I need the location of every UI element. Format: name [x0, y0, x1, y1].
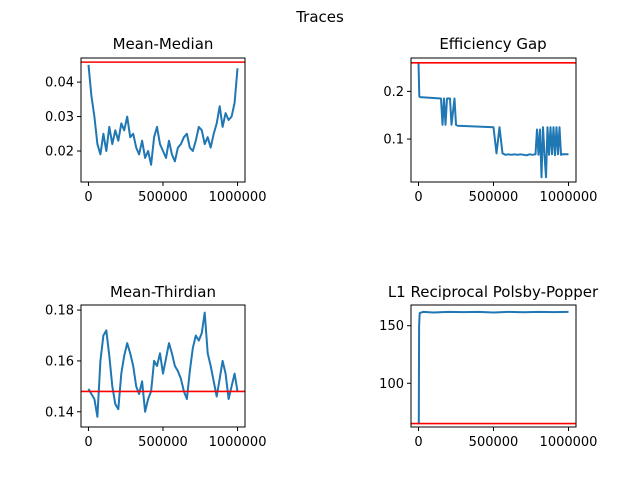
x-tick-label: 1000000	[209, 435, 267, 450]
series-line	[87, 64, 239, 166]
subplot-title: Mean-Median	[113, 35, 214, 53]
series-line	[417, 62, 569, 179]
x-tick-label: 500000	[469, 435, 519, 450]
x-tick-label: 0	[414, 190, 422, 205]
subplot-title: Mean-Thirdian	[110, 283, 216, 301]
y-tick-label: 0.03	[45, 110, 74, 125]
y-tick-label: 0.04	[45, 76, 74, 91]
subplot-efficiency-gap: Efficiency Gap 0 500000 1000000 0.1 0.2	[383, 35, 597, 205]
x-tick-label: 1000000	[540, 190, 598, 205]
axes-frame	[410, 304, 577, 428]
axes-frame	[80, 57, 246, 183]
x-tick-label: 0	[414, 435, 422, 450]
y-tick-label: 100	[379, 377, 404, 392]
subplot-mean-median: Mean-Median 0 500000 1000000 0.02 0.03 0.04	[45, 35, 266, 205]
y-tick-label: 0.1	[383, 133, 404, 148]
x-tick-label: 1000000	[209, 190, 267, 205]
subplot-mean-thirdian: Mean-Thirdian 0 500000 1000000 0.14 0.16 0.18	[45, 283, 266, 450]
plot-area: 0 500000 1000000 0.14 0.16 0.18	[45, 304, 266, 450]
subplot-title: Efficiency Gap	[439, 35, 546, 53]
y-tick-label: 0.14	[45, 405, 74, 420]
plot-area: 0 500000 1000000 100 150	[379, 304, 598, 450]
series-line	[417, 310, 569, 425]
figure-title: Traces	[295, 8, 344, 26]
x-tick-label: 500000	[138, 190, 188, 205]
series-line	[87, 311, 239, 418]
subplot-l1-reciprocal-polsby-popper: L1 Reciprocal Polsby-Popper 0 500000 10000…	[379, 283, 599, 450]
subplot-title: L1 Reciprocal Polsby-Popper	[388, 283, 599, 301]
y-tick-label: 0.18	[45, 304, 74, 319]
x-tick-label: 0	[84, 190, 92, 205]
y-tick-label: 150	[379, 319, 404, 334]
axes-frame	[410, 57, 577, 183]
y-tick-label: 0.02	[45, 145, 74, 160]
y-tick-label: 0.2	[383, 85, 404, 100]
axes-frame	[80, 304, 246, 428]
plot-area: 0 500000 1000000 0.1 0.2	[383, 57, 598, 205]
x-tick-label: 500000	[469, 190, 519, 205]
y-tick-label: 0.16	[45, 354, 74, 369]
x-tick-label: 0	[84, 435, 92, 450]
x-tick-label: 1000000	[540, 435, 598, 450]
plot-area: 0 500000 1000000 0.02 0.03 0.04	[45, 57, 267, 205]
x-tick-label: 500000	[138, 435, 188, 450]
